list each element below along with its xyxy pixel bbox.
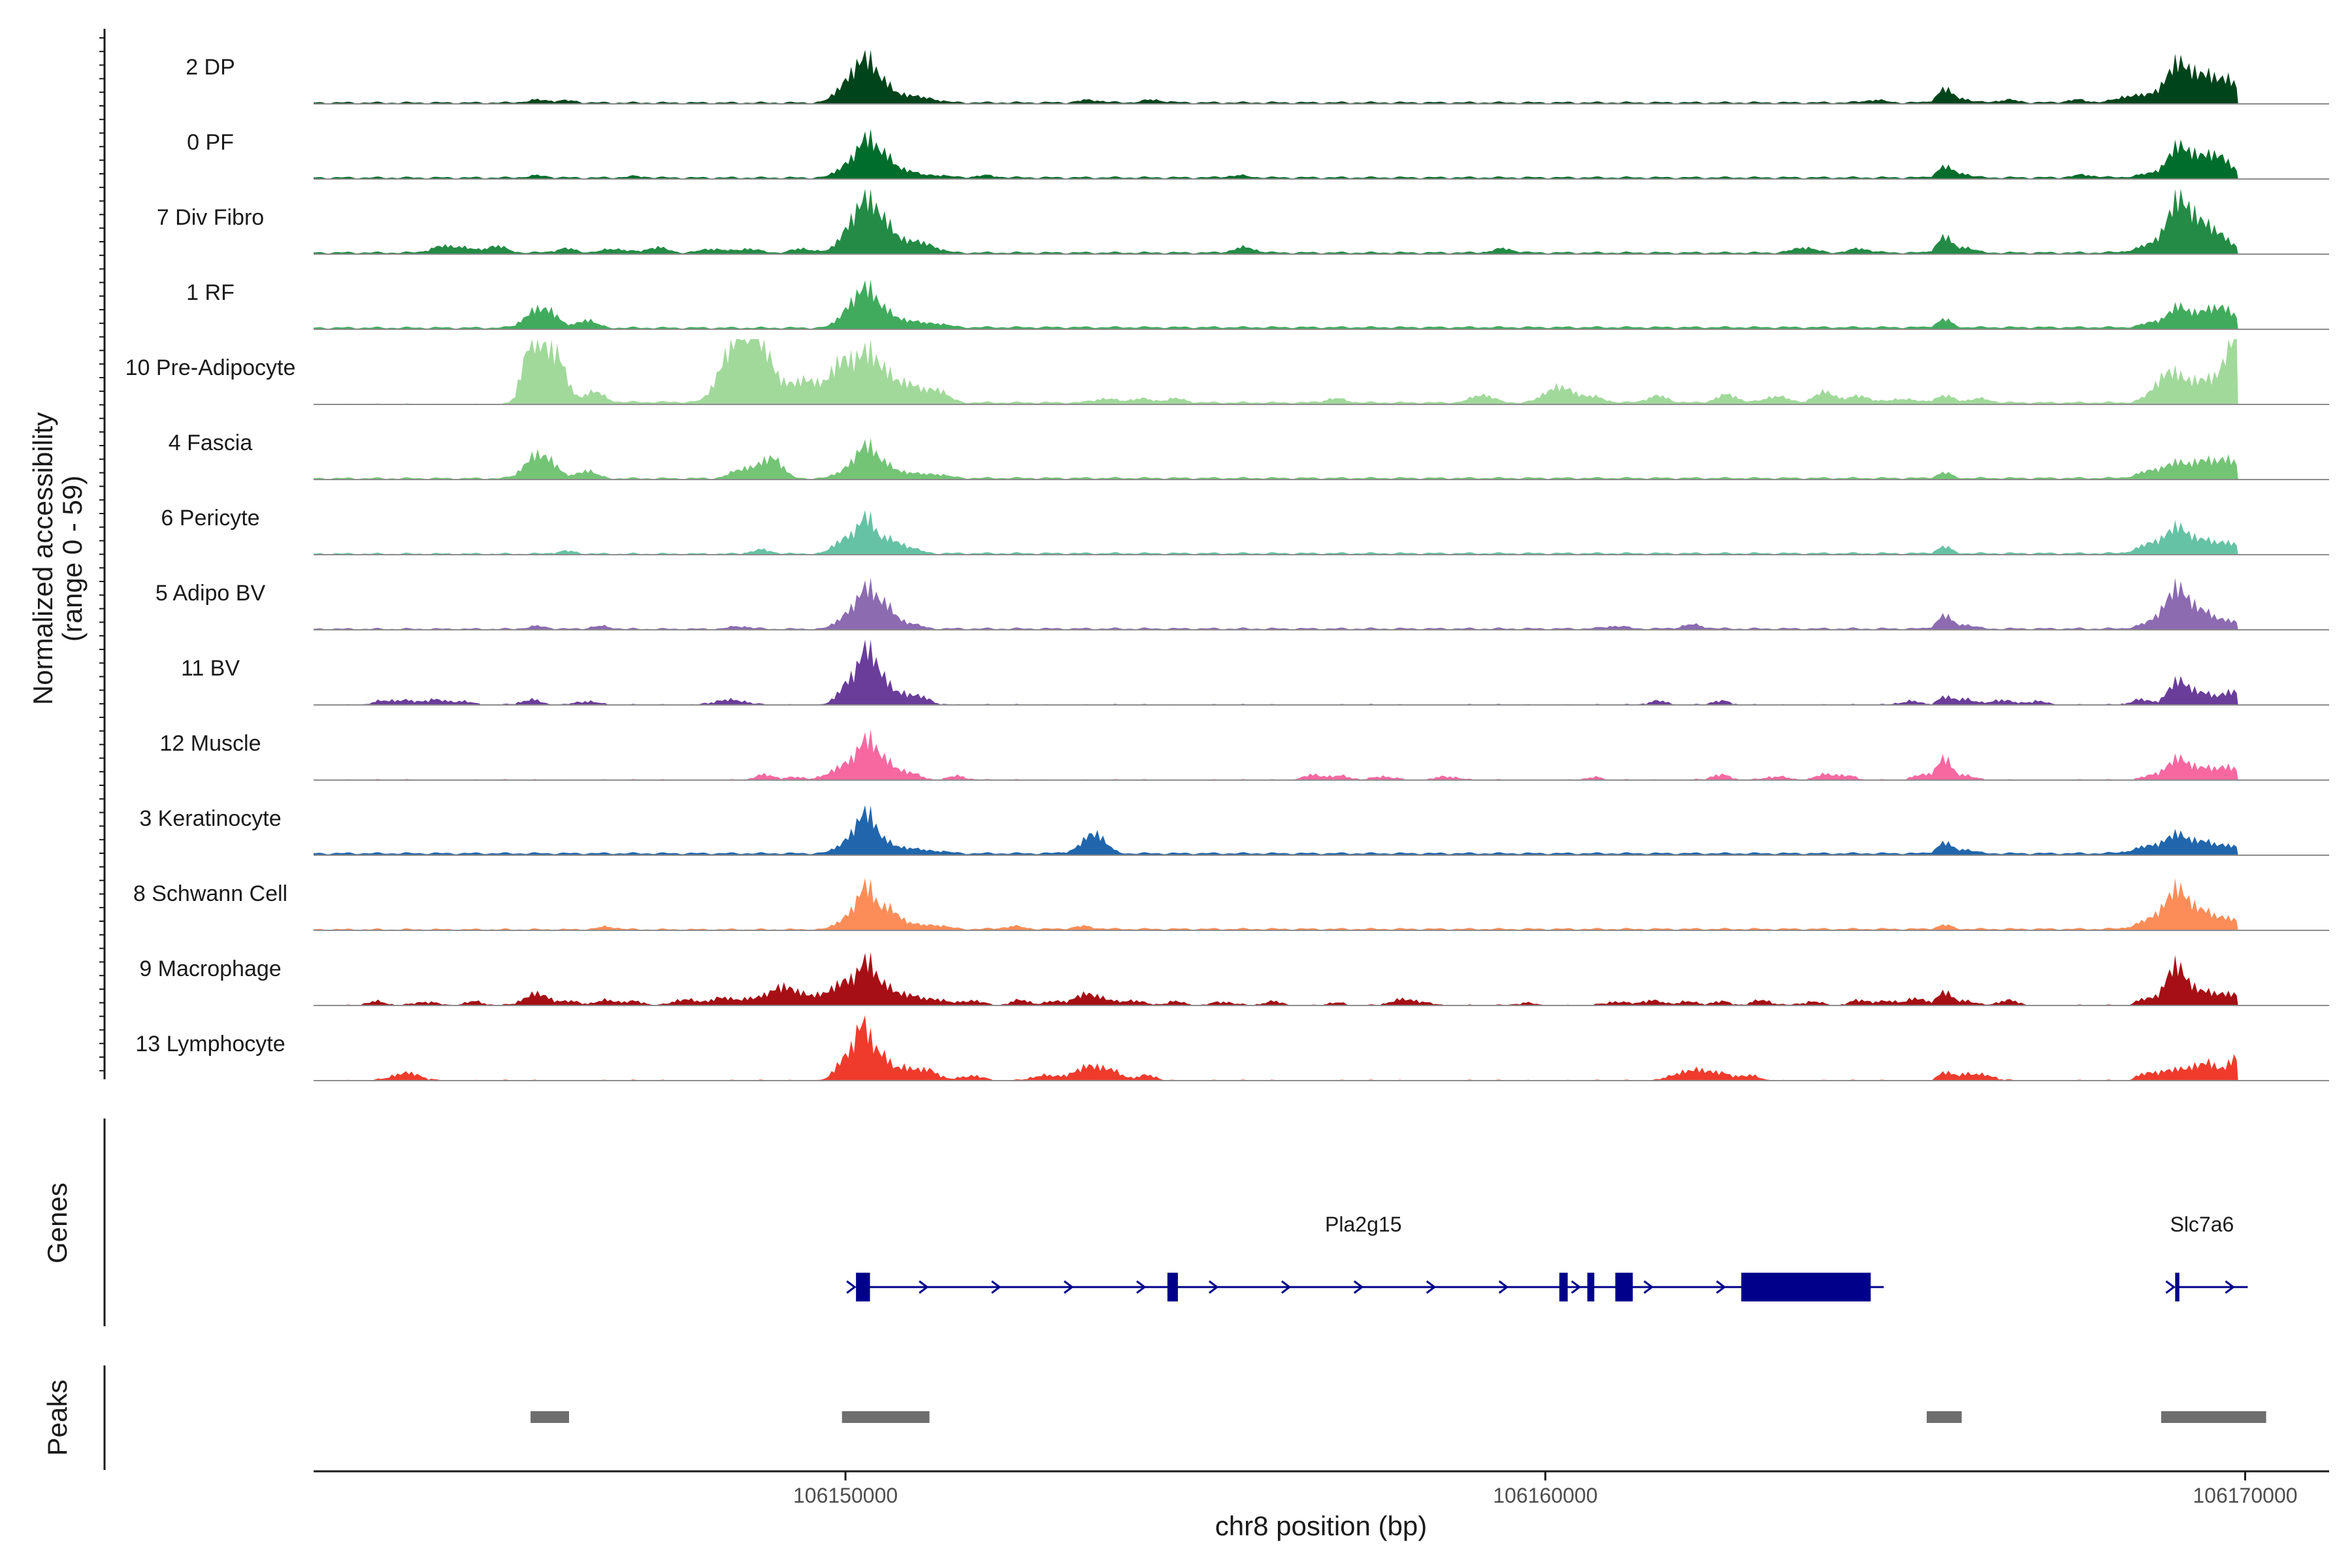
coverage-area [314, 952, 2238, 1005]
y-axis-title-line2: (range 0 - 59) [57, 476, 88, 642]
peak-region [531, 1411, 569, 1423]
coverage-area [314, 1015, 2238, 1081]
gene-exon [1615, 1273, 1633, 1301]
strand-arrow [846, 1280, 857, 1294]
coverage-area [314, 878, 2238, 930]
strand-arrow [1281, 1280, 1292, 1294]
strand-arrow [1064, 1280, 1074, 1294]
gene-label: Slc7a6 [2170, 1213, 2234, 1236]
track-13: 13 Lymphocyte [135, 1015, 2329, 1081]
track-11: 8 Schwann Cell [133, 878, 2329, 931]
x-tick-label: 106160000 [1493, 1484, 1597, 1507]
gene-exon [2175, 1273, 2180, 1301]
track-label: 13 Lymphocyte [135, 1032, 285, 1056]
coverage-tracks: 2 DP 0 PF 7 Div Fibro 1 RF 10 Pre-Adipocyte 4… [125, 50, 2329, 1081]
y-axis-title-line1: Normalized accessibility [27, 412, 58, 705]
strand-arrow [1136, 1280, 1147, 1294]
coverage-area [314, 640, 2238, 705]
coverage-area [314, 510, 2238, 555]
track-label: 3 Keratinocyte [139, 806, 281, 831]
track-label: 12 Muscle [160, 731, 261, 756]
track-5: 4 Fascia [169, 431, 2329, 480]
strand-arrow [991, 1280, 1002, 1294]
x-tick-label: 106150000 [793, 1484, 898, 1507]
track-4: 10 Pre-Adipocyte [125, 339, 2329, 405]
track-label: 6 Pericyte [161, 506, 259, 531]
gene-exon [1587, 1273, 1595, 1301]
track-6: 6 Pericyte [161, 506, 2329, 555]
strand-arrow [1353, 1280, 1364, 1294]
strand-arrow [1208, 1280, 1219, 1294]
track-7: 5 Adipo BV [155, 578, 2329, 630]
peak-region-track [531, 1411, 2266, 1423]
track-10: 3 Keratinocyte [139, 805, 2329, 856]
track-label: 4 Fascia [169, 431, 253, 455]
track-12: 9 Macrophage [139, 952, 2329, 1006]
peak-region [841, 1411, 930, 1423]
strand-arrow [1716, 1280, 1726, 1294]
gene-label: Pla2g15 [1325, 1213, 1401, 1236]
gene-annotation-track: Pla2g15 Slc7a6 [846, 1213, 2248, 1301]
peaks-axis-title: Peaks [42, 1380, 73, 1456]
track-1: 0 PF [187, 129, 2329, 180]
gene-exon [1741, 1273, 1871, 1301]
strand-arrow [1498, 1280, 1509, 1294]
track-label: 0 PF [187, 130, 234, 155]
peak-region [1927, 1411, 1962, 1423]
strand-arrow [919, 1280, 929, 1294]
track-9: 12 Muscle [160, 729, 2329, 781]
strand-arrow [1426, 1280, 1437, 1294]
strand-arrow [2165, 1280, 2176, 1294]
track-label: 1 RF [186, 280, 235, 305]
track-label: 11 BV [181, 656, 240, 681]
peak-region [2161, 1411, 2266, 1423]
x-tick-label: 106170000 [2193, 1484, 2297, 1507]
gene-slc7a6: Slc7a6 [2165, 1213, 2248, 1301]
coverage-area [314, 279, 2238, 329]
strand-arrow [1571, 1280, 1582, 1294]
coverage-area [314, 339, 2238, 404]
x-axis-title: chr8 position (bp) [1215, 1511, 1428, 1541]
track-8: 11 BV [181, 640, 2329, 706]
track-label: 8 Schwann Cell [133, 881, 287, 906]
track-label: 10 Pre-Adipocyte [125, 355, 296, 380]
coverage-area [314, 578, 2238, 630]
gene-exon [1559, 1273, 1568, 1301]
gene-exon [1167, 1273, 1178, 1301]
gene-pla2g15: Pla2g15 [846, 1213, 1884, 1301]
x-axis-ticks: 106150000 106160000 106170000 [793, 1471, 2298, 1507]
track-3: 1 RF [186, 279, 2329, 330]
coverage-area [314, 189, 2238, 254]
coverage-area [314, 50, 2238, 104]
track-label: 9 Macrophage [139, 956, 281, 981]
coverage-area [314, 438, 2238, 480]
track-label: 5 Adipo BV [155, 581, 266, 606]
track-2: 7 Div Fibro [157, 189, 2329, 255]
track-0: 2 DP [186, 50, 2329, 105]
track-label: 2 DP [186, 55, 235, 80]
strand-arrow [2225, 1280, 2235, 1294]
track-label: 7 Div Fibro [157, 205, 264, 230]
gene-exon [856, 1273, 870, 1301]
genes-axis-title: Genes [42, 1183, 73, 1264]
coverage-area [314, 129, 2238, 179]
coverage-area [314, 729, 2238, 780]
coverage-area [314, 805, 2238, 855]
strand-arrow [1643, 1280, 1654, 1294]
